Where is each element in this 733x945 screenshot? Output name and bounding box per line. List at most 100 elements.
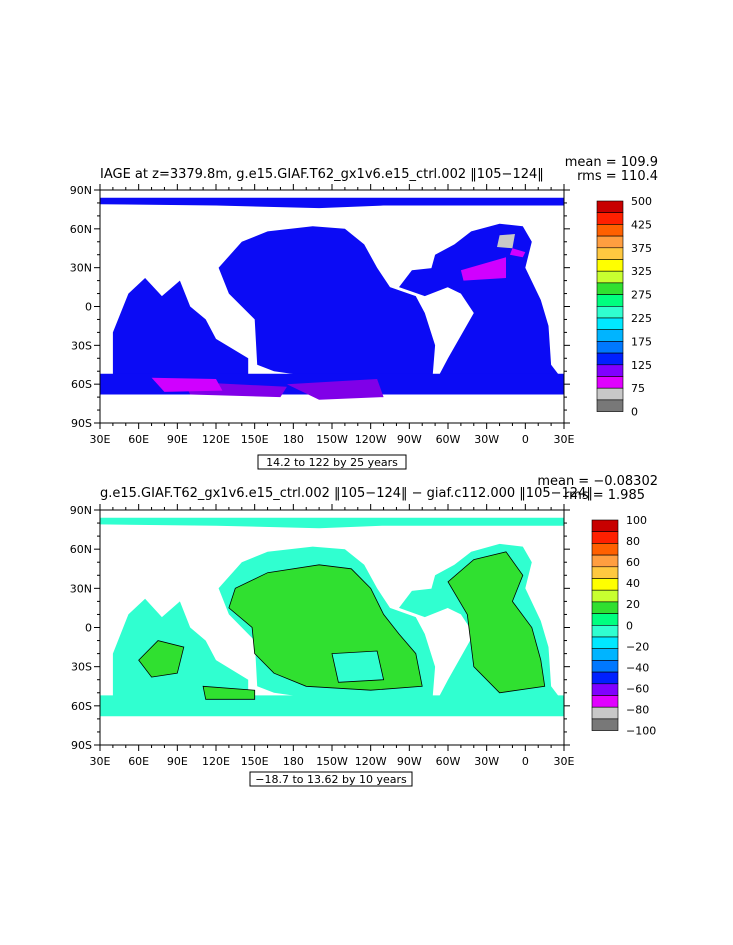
ocean-region — [286, 379, 384, 400]
colorbar-swatch — [591, 519, 619, 532]
lat-label: 30S — [71, 661, 92, 674]
colorbar-label: −80 — [626, 704, 649, 717]
colorbar-swatch — [596, 247, 624, 260]
lon-label: 150E — [241, 755, 269, 768]
colorbar-label: 425 — [631, 218, 652, 231]
lon-label: 150W — [316, 755, 348, 768]
lon-label: 120E — [202, 755, 230, 768]
colorbar-swatch — [596, 294, 624, 307]
colorbar-swatch — [591, 648, 619, 661]
colorbar-swatch — [591, 601, 619, 614]
lon-label: 120W — [355, 755, 387, 768]
colorbar-swatch — [596, 329, 624, 342]
colorbar-label: 225 — [631, 312, 652, 325]
colorbar-label: 325 — [631, 265, 652, 278]
colorbar-swatch — [596, 317, 624, 330]
colorbar-label: 20 — [626, 598, 640, 611]
ocean-region — [151, 377, 223, 392]
lon-label: 0 — [522, 433, 529, 446]
colorbar-label: 0 — [626, 619, 633, 632]
colorbar-swatch — [596, 224, 624, 237]
colorbar-label: 100 — [626, 514, 647, 527]
lon-label: 0 — [522, 755, 529, 768]
colorbar-label: −60 — [626, 682, 649, 695]
lon-label: 90E — [167, 755, 188, 768]
panel-top-title: IAGE at z=3379.8m, g.e15.GIAF.T62_gx1v6.… — [100, 167, 544, 182]
lon-label: 150W — [316, 433, 348, 446]
lon-label: 90E — [167, 433, 188, 446]
colorbar-swatch — [591, 695, 619, 708]
colorbar-label: 500 — [631, 195, 652, 208]
lon-label: 30E — [554, 755, 575, 768]
lon-label: 60W — [436, 755, 461, 768]
lat-label: 60S — [71, 378, 92, 391]
colorbar-label: 175 — [631, 335, 652, 348]
panel-bottom-axes: 90N 60N 30N 0 30S 60S 90S 30E 60E 90E 120E 150E 180 1… — [70, 504, 575, 768]
lat-label: 30S — [71, 339, 92, 352]
colorbar-swatch — [596, 341, 624, 354]
colorbar-swatch — [596, 399, 624, 412]
colorbar-swatch — [596, 282, 624, 295]
ocean-region — [100, 695, 564, 717]
colorbar-swatch — [596, 352, 624, 366]
colorbar-swatch — [596, 364, 624, 377]
ocean-region — [497, 234, 515, 249]
lon-label: 30E — [90, 755, 111, 768]
colorbar-label: 40 — [626, 577, 640, 590]
panel-bottom-range-box: −18.7 to 13.62 by 10 years — [249, 771, 413, 787]
ocean-region — [138, 640, 185, 678]
lon-label: 120E — [202, 433, 230, 446]
colorbar-swatch — [591, 671, 619, 685]
lat-label: 30N — [70, 582, 92, 595]
panel-bottom: g.e15.GIAF.T62_gx1v6.e15_ctrl.002 ‖105−1… — [70, 474, 658, 787]
lat-label: 30N — [70, 262, 92, 275]
lon-label: 90W — [397, 433, 422, 446]
colorbar-label: −100 — [626, 725, 656, 738]
colorbar-swatch — [591, 636, 619, 649]
colorbar-swatch — [596, 200, 624, 213]
ocean-region — [202, 685, 256, 700]
lon-label: 180 — [283, 755, 304, 768]
colorbar-swatch — [596, 376, 624, 389]
lon-label: 180 — [283, 433, 304, 446]
lat-label: 60N — [70, 543, 92, 556]
lat-label: 0 — [85, 622, 92, 635]
colorbar-swatch — [596, 387, 624, 401]
lon-label: 30E — [554, 433, 575, 446]
panel-top: IAGE at z=3379.8m, g.e15.GIAF.T62_gx1v6.… — [70, 155, 658, 470]
ocean-region — [331, 650, 385, 683]
panel-bottom-colorbar: 100 80 60 40 20 0 −20 −40 −60 −80 −100 — [591, 514, 656, 738]
ocean-region — [100, 517, 564, 529]
lon-label: 60E — [128, 433, 149, 446]
lon-label: 90W — [397, 755, 422, 768]
colorbar-swatch — [596, 270, 624, 284]
colorbar-swatch — [591, 589, 619, 603]
colorbar-label: 375 — [631, 242, 652, 255]
panel-bottom-range: −18.7 to 13.62 by 10 years — [255, 773, 407, 786]
lon-label: 60W — [436, 433, 461, 446]
colorbar-label: −40 — [626, 661, 649, 674]
colorbar-swatch — [591, 718, 619, 731]
lon-label: 30W — [474, 755, 499, 768]
colorbar-swatch — [596, 305, 624, 319]
lon-label: 150E — [241, 433, 269, 446]
ocean-field-top — [100, 197, 564, 400]
colorbar-label: 75 — [631, 382, 645, 395]
lon-label: 30E — [90, 433, 111, 446]
panel-bottom-mean: mean = −0.08302 — [537, 474, 658, 489]
colorbar-label: 60 — [626, 556, 640, 569]
colorbar-label: 80 — [626, 535, 640, 548]
colorbar-label: 125 — [631, 359, 652, 372]
colorbar-swatch — [591, 613, 619, 626]
panel-top-mean: mean = 109.9 — [565, 155, 658, 170]
panel-top-axes: 90N 60N 30N 0 30S 60S 90S 30E 60E 90E 120E 150E 180 1… — [70, 184, 575, 446]
colorbar-swatch — [591, 554, 619, 568]
colorbar-swatch — [591, 566, 619, 579]
lat-label: 90S — [71, 739, 92, 752]
lat-label: 60S — [71, 700, 92, 713]
colorbar-swatch — [591, 531, 619, 544]
ocean-region — [399, 267, 448, 297]
ocean-region — [509, 248, 526, 258]
ocean-region — [460, 257, 506, 281]
